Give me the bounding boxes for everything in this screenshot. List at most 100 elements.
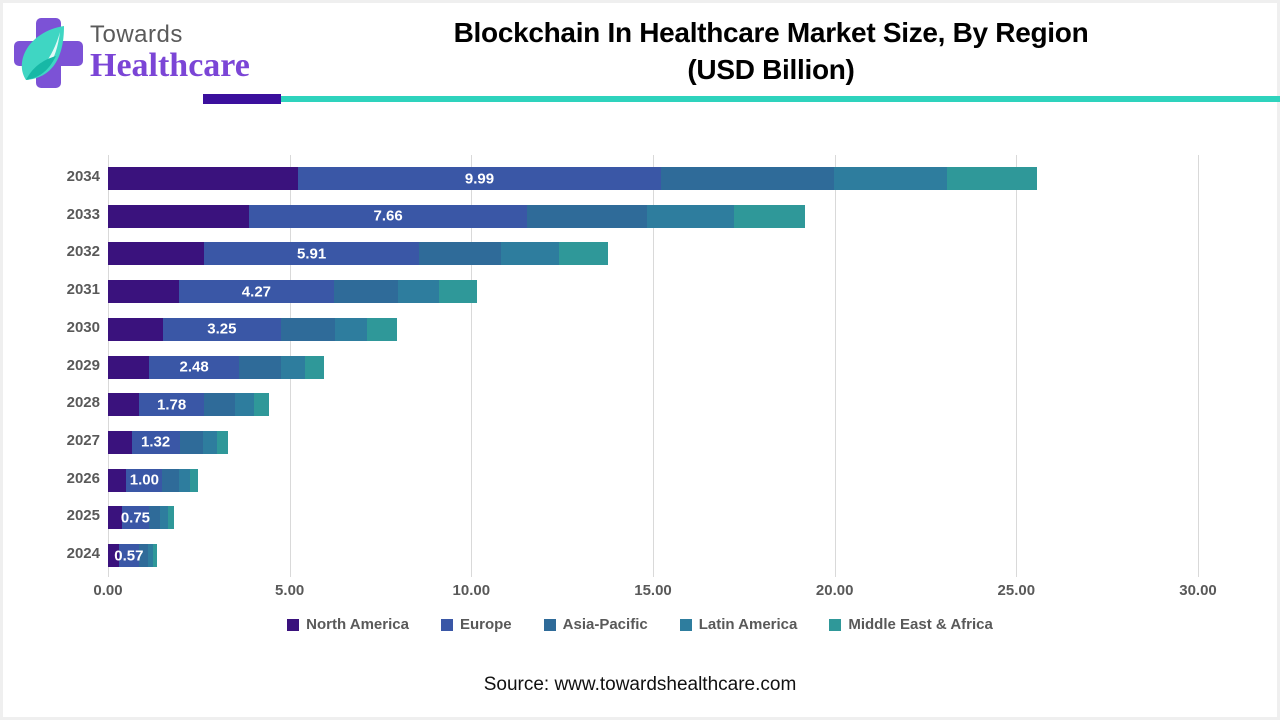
gridline: [1198, 155, 1199, 577]
bar-segment-europe: [298, 167, 661, 190]
bar-track: [108, 167, 1198, 190]
y-axis-label: 2031: [66, 281, 100, 299]
bar-segment-middle-east-africa: [167, 506, 175, 530]
legend-item: Latin America: [679, 616, 798, 633]
bar-segment-north-america: [108, 544, 119, 567]
bar-segment-latin-america: [160, 506, 168, 530]
bar-segment-europe: [204, 242, 419, 266]
x-axis-tick-label: 10.00: [452, 582, 491, 599]
bar-segment-europe: [118, 544, 140, 567]
legend-label: Latin America: [698, 616, 798, 633]
legend-item: Europe: [440, 616, 512, 633]
bar-track: [108, 204, 1198, 228]
bar-track: [108, 355, 1198, 379]
chart-title-line2: (USD Billion): [687, 54, 855, 85]
bar-track: [108, 544, 1198, 567]
bar-segment-europe: [248, 204, 528, 228]
bar-segment-latin-america: [335, 317, 368, 341]
bar-value-label: 1.32: [140, 433, 171, 451]
y-axis-label: 2034: [66, 168, 100, 185]
bar-row: 2024 0.57: [67, 544, 1198, 567]
header-divider-teal-line: [281, 96, 1280, 102]
bar-segment-europe: [121, 506, 150, 530]
bar-segment-asia-pacific: [162, 468, 180, 492]
legend-label: Asia-Pacific: [562, 616, 648, 633]
y-axis-label: 2026: [66, 469, 100, 487]
bar-segment-middle-east-africa: [153, 544, 157, 567]
bar-segment-north-america: [108, 242, 205, 266]
y-axis-label: 2030: [66, 318, 100, 336]
bar-segment-middle-east-africa: [304, 355, 325, 379]
bar-segment-europe: [162, 317, 281, 341]
bar-segment-middle-east-africa: [216, 430, 228, 454]
x-axis-tick-label: 20.00: [815, 582, 854, 599]
bar-segment-middle-east-africa: [253, 393, 269, 417]
bar-segment-asia-pacific: [419, 242, 501, 266]
y-axis-label: 2028: [66, 394, 100, 412]
bar-segment-asia-pacific: [149, 506, 161, 530]
bar-segment-north-america: [108, 506, 122, 530]
bar-segment-latin-america: [500, 242, 559, 266]
x-axis-tick-label: 30.00: [1179, 582, 1217, 599]
y-axis-label: 2033: [66, 205, 100, 223]
bar-track: [108, 393, 1198, 417]
bar-value-label: 7.66: [373, 207, 403, 225]
bar-row: 2034 9.99: [67, 167, 1198, 190]
bar-row: 2027 1.32: [67, 430, 1198, 454]
bar-segment-latin-america: [179, 468, 191, 492]
bar-value-label: 5.91: [297, 245, 327, 263]
bar-segment-europe: [149, 355, 240, 379]
bar-segment-europe: [178, 280, 334, 304]
gridline: [653, 155, 654, 577]
bar-segment-middle-east-africa: [947, 167, 1037, 190]
chart-title: Blockchain In Healthcare Market Size, By…: [270, 14, 1272, 88]
logo-cross-leaf-icon: [12, 16, 84, 90]
y-axis-label: 2024: [66, 545, 100, 562]
bar-segment-north-america: [108, 280, 179, 304]
y-axis-label: 2029: [66, 356, 100, 374]
gridline: [834, 155, 836, 577]
x-axis-tick-label: 15.00: [634, 582, 672, 599]
towards-healthcare-logo: Towards Healthcare: [12, 16, 250, 90]
bar-value-label: 0.57: [114, 547, 144, 564]
legend-item: Asia-Pacific: [543, 616, 648, 633]
legend-label: North America: [306, 616, 409, 633]
bar-segment-asia-pacific: [139, 544, 148, 567]
bar-segment-north-america: [108, 393, 140, 417]
legend-item: Middle East & Africa: [829, 616, 993, 633]
logo-healthcare-text: Healthcare: [90, 47, 250, 84]
bar-track: [108, 430, 1198, 454]
legend-item: North America: [287, 616, 409, 633]
bar-segment-latin-america: [280, 355, 305, 379]
bar-segment-europe: [126, 468, 163, 492]
chart-title-line1: Blockchain In Healthcare Market Size, By…: [453, 17, 1089, 48]
header-divider-purple-segment: [203, 94, 281, 104]
bar-segment-europe: [131, 430, 180, 454]
bar-segment-asia-pacific: [527, 204, 648, 228]
legend-label: Europe: [459, 616, 512, 633]
y-axis-label: 2025: [66, 507, 100, 525]
logo-towards-text: Towards: [90, 21, 183, 48]
bar-value-label: 2.48: [179, 358, 209, 376]
plot-area: 2034 9.99 2033 7.66 2032 5.91 2031 4.27 2030 3.25…: [67, 155, 1199, 577]
legend-swatch-icon: [287, 618, 300, 631]
bar-segment-asia-pacific: [660, 167, 834, 190]
bar-segment-middle-east-africa: [190, 468, 199, 492]
bar-track: [108, 468, 1198, 492]
gridline: [471, 155, 473, 577]
legend-label: Middle East & Africa: [848, 616, 993, 633]
bar-segment-north-america: [108, 317, 163, 341]
bar-segment-middle-east-africa: [734, 204, 806, 228]
bar-value-label: 9.99: [464, 170, 495, 187]
bar-segment-asia-pacific: [239, 355, 281, 379]
x-axis-tick-label: 5.00: [275, 582, 305, 599]
bar-segment-latin-america: [647, 204, 735, 228]
legend-swatch-icon: [829, 618, 842, 631]
bar-segment-middle-east-africa: [367, 317, 398, 341]
y-axis-label: 2027: [66, 431, 100, 449]
logo-wordmark: Towards Healthcare: [90, 16, 250, 84]
bar-row: 2026 1.00: [67, 468, 1198, 492]
bar-segment-latin-america: [397, 280, 440, 304]
bar-row: 2030 3.25: [67, 317, 1198, 341]
